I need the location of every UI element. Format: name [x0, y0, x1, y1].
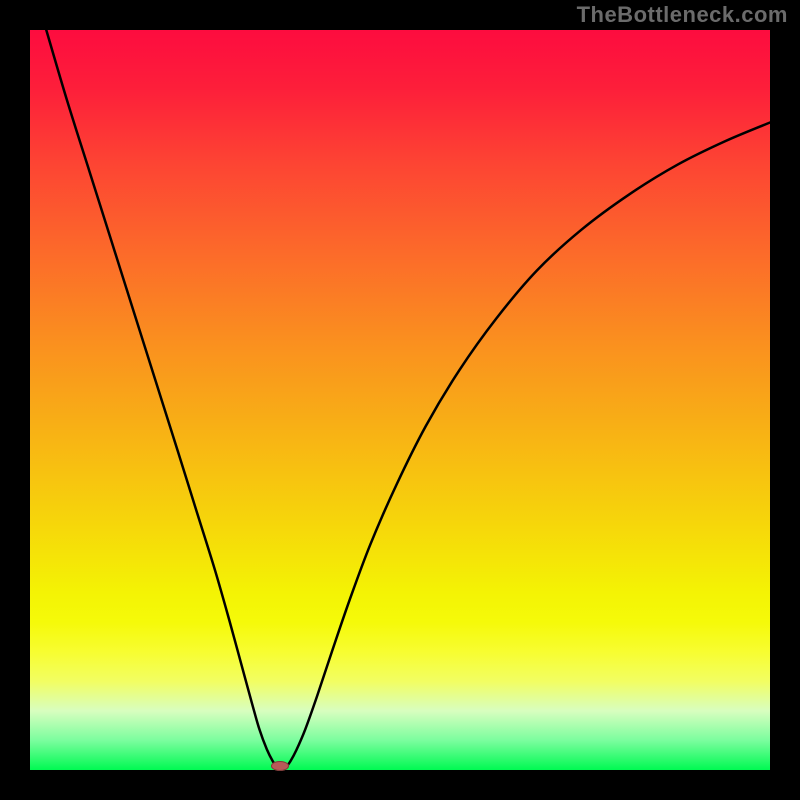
curve-layer — [30, 30, 770, 770]
bottleneck-curve — [46, 30, 770, 770]
chart-container: TheBottleneck.com — [0, 0, 800, 800]
watermark-label: TheBottleneck.com — [577, 2, 788, 28]
plot-area — [30, 30, 770, 770]
